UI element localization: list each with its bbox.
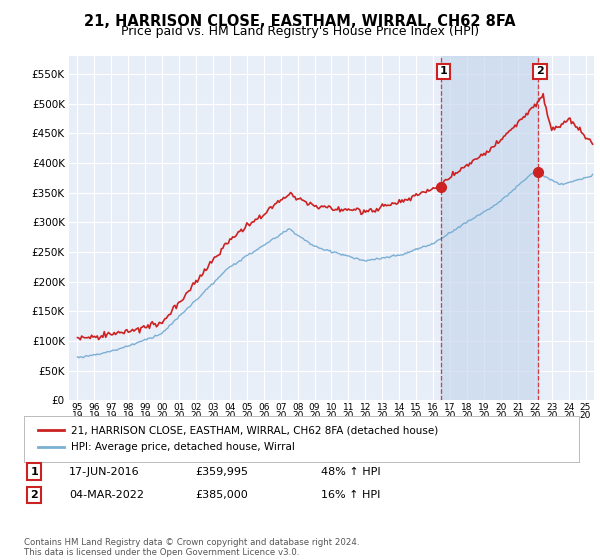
Text: 04-MAR-2022: 04-MAR-2022 <box>69 490 144 500</box>
Text: 48% ↑ HPI: 48% ↑ HPI <box>321 466 380 477</box>
Legend: 21, HARRISON CLOSE, EASTHAM, WIRRAL, CH62 8FA (detached house), HPI: Average pri: 21, HARRISON CLOSE, EASTHAM, WIRRAL, CH6… <box>35 423 442 455</box>
Text: 1: 1 <box>31 466 38 477</box>
Text: 17-JUN-2016: 17-JUN-2016 <box>69 466 140 477</box>
Text: 2: 2 <box>31 490 38 500</box>
Text: 16% ↑ HPI: 16% ↑ HPI <box>321 490 380 500</box>
Text: Contains HM Land Registry data © Crown copyright and database right 2024.
This d: Contains HM Land Registry data © Crown c… <box>24 538 359 557</box>
Text: 2: 2 <box>536 66 544 76</box>
Text: Price paid vs. HM Land Registry's House Price Index (HPI): Price paid vs. HM Land Registry's House … <box>121 25 479 38</box>
Text: 1: 1 <box>440 66 448 76</box>
Text: 21, HARRISON CLOSE, EASTHAM, WIRRAL, CH62 8FA: 21, HARRISON CLOSE, EASTHAM, WIRRAL, CH6… <box>84 14 516 29</box>
Text: £359,995: £359,995 <box>195 466 248 477</box>
Text: £385,000: £385,000 <box>195 490 248 500</box>
Bar <box>441 56 538 400</box>
